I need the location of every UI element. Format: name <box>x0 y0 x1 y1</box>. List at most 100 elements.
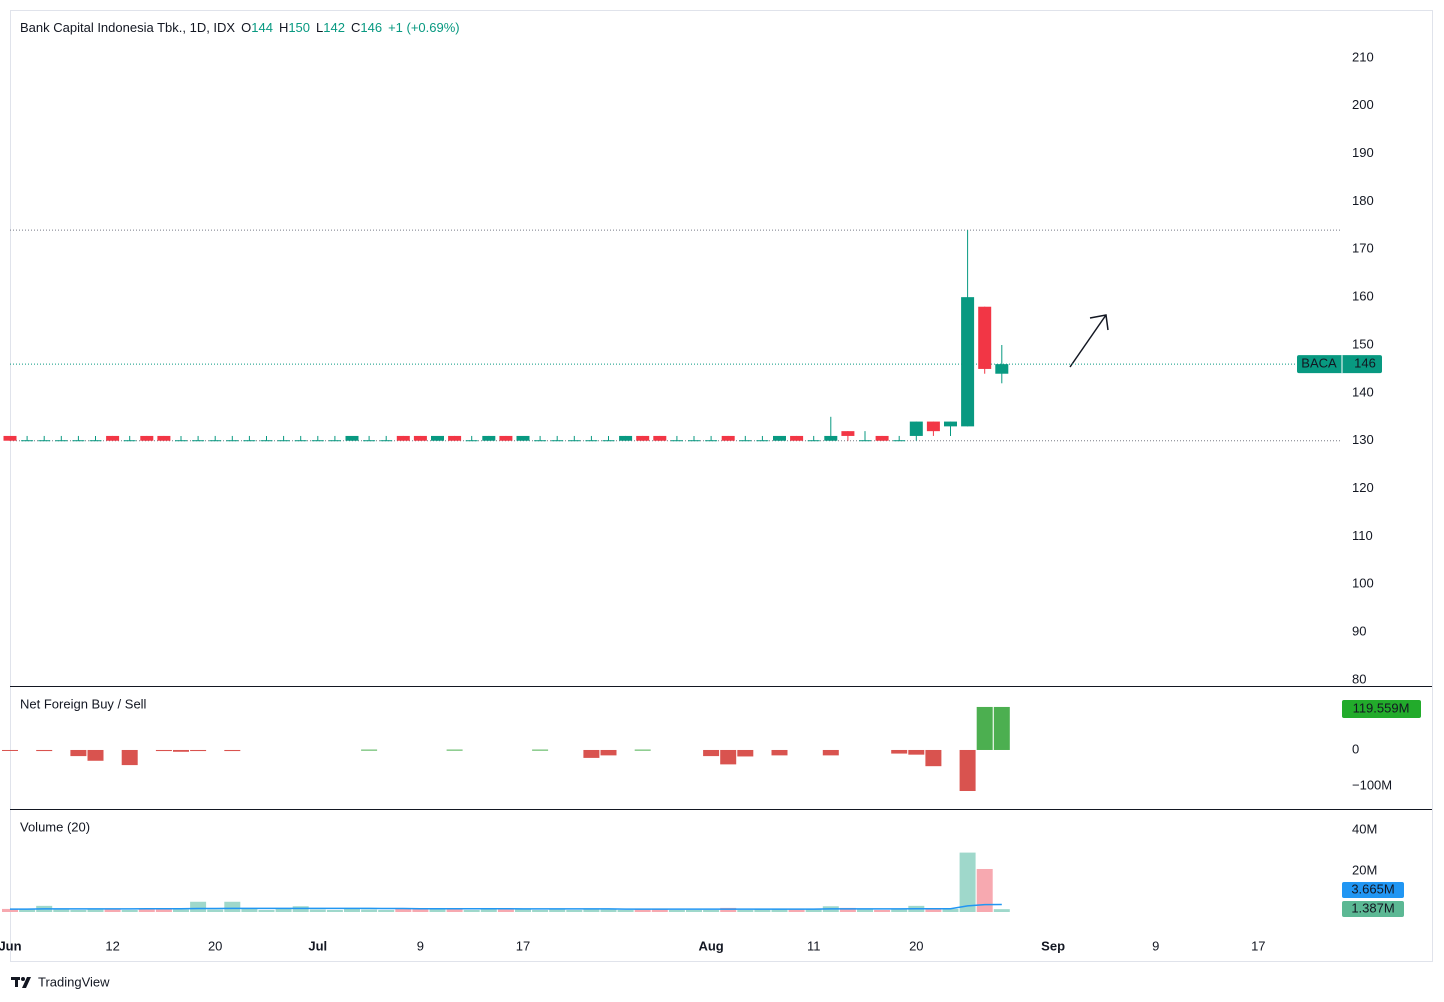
footer-brand: TradingView <box>38 974 110 989</box>
candle-body <box>3 435 17 441</box>
net-foreign-bar <box>446 749 463 751</box>
volume-bar <box>600 909 617 912</box>
volume-bar <box>361 909 378 912</box>
x-tick-label: Jun <box>0 938 22 953</box>
y-tick-label: 90 <box>1352 624 1366 639</box>
x-tick-label: Jul <box>308 938 327 953</box>
net-foreign-bar <box>822 749 839 756</box>
volume-bar <box>566 909 583 912</box>
x-tick-label: 17 <box>516 938 530 953</box>
net-foreign-bar <box>2 749 18 751</box>
value-tag: 1.387M <box>1351 900 1394 915</box>
volume-bar <box>53 909 70 912</box>
net-foreign-bar <box>891 749 908 754</box>
net-foreign-bar <box>925 749 942 767</box>
tradingview-logo <box>11 977 31 988</box>
volume-bar <box>583 908 600 912</box>
candle-body <box>961 297 975 427</box>
x-tick-label: Sep <box>1041 938 1065 953</box>
volume-bar <box>720 907 737 912</box>
y-tick-label: 180 <box>1352 193 1374 208</box>
candle-body <box>396 435 410 441</box>
volume-bar <box>976 868 993 912</box>
volume-bar <box>515 908 531 912</box>
volume-bar <box>959 852 976 912</box>
net-foreign-bar <box>361 749 378 751</box>
volume-bar <box>446 908 463 912</box>
volume-bar <box>258 909 275 912</box>
value-tag: 119.559M <box>1353 700 1410 715</box>
pane-title: Volume (20) <box>20 819 90 834</box>
net-foreign-bar <box>36 749 53 752</box>
ticker-tag: BACA <box>1301 356 1337 371</box>
volume-bar <box>19 909 36 912</box>
pane-title: Net Foreign Buy / Sell <box>20 696 147 711</box>
volume-bar <box>925 908 942 912</box>
y-tick-label: 110 <box>1352 528 1373 543</box>
volume-bar <box>891 908 908 912</box>
x-tick-label: Aug <box>698 938 723 953</box>
candle-body <box>345 435 359 441</box>
candle-body <box>157 435 171 441</box>
candle-body <box>790 435 804 441</box>
volume-bar <box>70 909 87 912</box>
volume-ma-line <box>10 903 1002 910</box>
volume-bar <box>173 909 189 912</box>
y-tick-label: 130 <box>1352 432 1374 447</box>
candle-body <box>926 421 940 432</box>
volume-bar <box>993 909 1010 912</box>
volume-bar <box>190 901 207 912</box>
symbol-title: Bank Capital Indonesia Tbk., 1D, IDX <box>20 20 235 35</box>
price-change: +1 (+0.69%) <box>388 20 460 35</box>
value-tag-bg <box>1342 882 1404 898</box>
chart-frame <box>10 10 1433 962</box>
volume-bar <box>737 909 754 912</box>
ohlc-value: 150 <box>288 20 310 35</box>
volume-bar <box>395 908 412 912</box>
candle-body <box>841 431 855 436</box>
volume-bar <box>703 909 720 912</box>
net-foreign-bar <box>87 749 104 761</box>
volume-bar <box>378 909 395 912</box>
volume-bar <box>326 909 343 912</box>
y-tick-label: 150 <box>1352 336 1374 351</box>
candle-body <box>413 435 427 441</box>
net-foreign-bar <box>155 749 172 752</box>
y-tick-label: 140 <box>1352 384 1374 399</box>
volume-bar <box>463 909 480 912</box>
candle-body <box>106 435 120 441</box>
net-foreign-bar <box>771 749 788 756</box>
volume-bar <box>942 908 959 912</box>
volume-bar <box>138 908 155 912</box>
y-tick-label: 100 <box>1352 576 1374 591</box>
last-price-tag: 146 <box>1354 356 1376 371</box>
candle-body <box>653 435 667 441</box>
value-tag-bg <box>1342 901 1404 917</box>
candle-body <box>909 421 923 436</box>
ohlc-value: 142 <box>323 20 345 35</box>
candle-body <box>619 435 633 441</box>
candle-body <box>944 421 957 427</box>
volume-bar <box>634 908 651 912</box>
volume-bar <box>155 908 172 912</box>
volume-bar <box>805 909 822 912</box>
y-tick-label: 170 <box>1352 241 1374 256</box>
volume-bar <box>309 909 326 912</box>
candle-body <box>875 435 889 441</box>
volume-bar <box>754 909 771 912</box>
y-tick-label: −100M <box>1352 777 1392 792</box>
candle-body <box>499 435 513 441</box>
candle-body <box>636 435 650 441</box>
volume-bar <box>497 909 514 912</box>
net-foreign-bar <box>532 749 549 751</box>
candle-body <box>431 435 444 441</box>
volume-bar <box>275 908 292 912</box>
volume-bar <box>839 907 856 912</box>
net-foreign-bar <box>173 749 189 752</box>
y-tick-label: 40M <box>1352 822 1377 837</box>
x-tick-label: 9 <box>417 938 424 953</box>
net-foreign-bar <box>737 749 754 757</box>
volume-bar <box>121 909 138 912</box>
ohlc-value: 144 <box>251 20 273 35</box>
